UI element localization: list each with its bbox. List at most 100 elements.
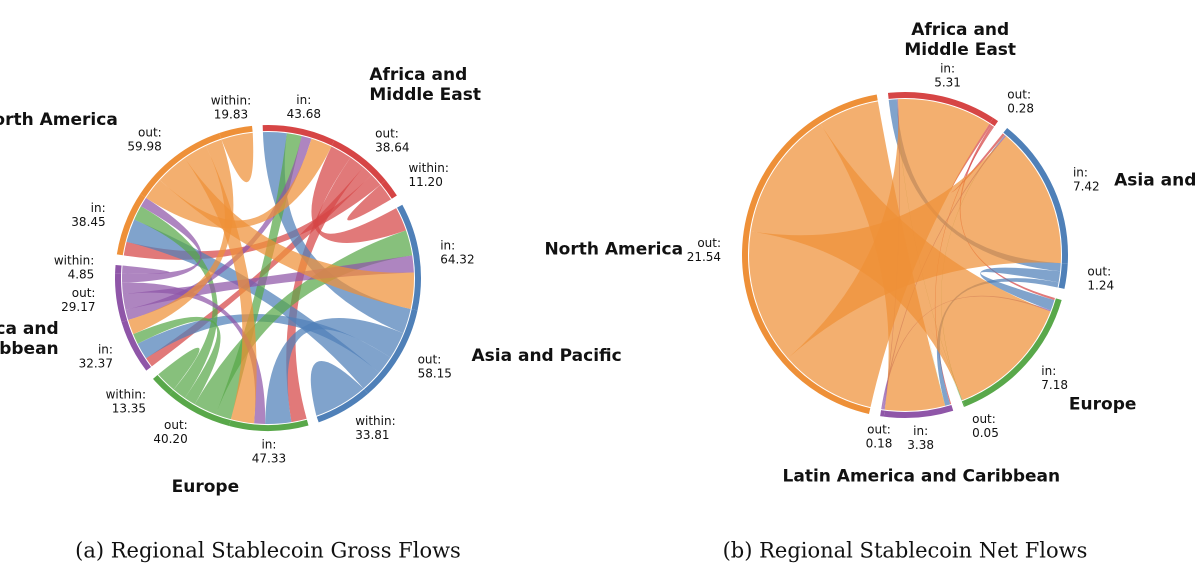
ribbon: [134, 206, 218, 398]
caption: (a) Regional Stablecoin Gross Flows: [75, 539, 461, 563]
segment-value: 33.81: [355, 428, 389, 442]
segment-label: in:: [440, 239, 455, 253]
arc-segment: [1003, 127, 1068, 264]
arc-segment: [219, 125, 253, 139]
region-name: Middle East: [904, 40, 1016, 60]
arc-segment: [883, 404, 954, 418]
arc-segment: [962, 298, 1062, 407]
segment-label: out:: [375, 126, 399, 140]
segment-value: 43.68: [287, 107, 321, 121]
segment-value: 40.20: [153, 432, 187, 446]
arc-segment: [364, 309, 418, 394]
region-name: Africa and: [369, 65, 467, 85]
ribbon: [126, 219, 380, 389]
ribbon: [310, 361, 364, 416]
region-name: Europe: [172, 477, 239, 497]
segment-value: 0.05: [972, 426, 999, 440]
segment-label: within:: [355, 414, 395, 428]
segment-label: out:: [72, 286, 96, 300]
arc-segment: [316, 389, 369, 423]
region-name: Asia and Pacific: [471, 346, 621, 366]
segment-value: 7.42: [1073, 179, 1100, 193]
ribbon: [137, 313, 391, 373]
ribbon: [133, 316, 221, 405]
ribbons: [121, 132, 414, 424]
arc-segment: [880, 410, 885, 417]
region-name: North America: [0, 110, 118, 130]
segment-label: within:: [106, 388, 146, 402]
ribbon: [122, 265, 170, 274]
segment-value: 59.98: [127, 140, 161, 154]
region-name: Latin America and: [0, 319, 59, 339]
segment-label: out:: [164, 418, 188, 432]
ribbon: [311, 146, 406, 244]
arc-segment: [331, 140, 386, 185]
arc-segment: [121, 320, 152, 371]
segment-label: out:: [138, 126, 162, 140]
caption: (b) Regional Stablecoin Net Flows: [723, 539, 1088, 563]
segment-label: out:: [972, 412, 996, 426]
ribbon: [146, 167, 372, 367]
ribbon: [820, 101, 946, 412]
segment-value: 38.45: [71, 215, 105, 229]
region-name: Middle East: [369, 85, 481, 105]
segment-value: 0.28: [1007, 102, 1034, 116]
ribbon: [265, 318, 404, 424]
region-name: Asia and Pacific: [1114, 171, 1200, 191]
arc-segment: [115, 273, 128, 323]
segment-label: within:: [211, 93, 251, 107]
ribbon: [121, 197, 202, 283]
arc-segment: [262, 125, 335, 146]
ribbon: [128, 139, 234, 335]
ribbon: [184, 145, 257, 424]
segment-label: in:: [940, 61, 955, 75]
segment-value: 5.31: [934, 75, 961, 89]
segment-value: 38.64: [375, 140, 409, 154]
segment-value: 58.15: [418, 366, 452, 380]
region-name: Africa and: [911, 20, 1009, 40]
arc-segment: [989, 117, 999, 127]
segment-label: in:: [1041, 364, 1056, 378]
arc-segment: [153, 374, 174, 395]
segment-value: 32.37: [79, 356, 113, 370]
arc-segment: [1058, 263, 1068, 289]
ribbon: [158, 347, 200, 390]
segment-label: out:: [697, 236, 721, 250]
segment-value: 47.33: [252, 451, 286, 465]
ribbon: [123, 174, 381, 260]
region-name: North America: [544, 240, 683, 260]
segment-value: 64.32: [440, 253, 474, 267]
ribbons: [749, 99, 1061, 412]
segment-value: 4.85: [68, 267, 95, 281]
arc-segment: [229, 419, 309, 431]
segment-label: within:: [408, 161, 448, 175]
ribbon: [159, 158, 414, 309]
segment-value: 7.18: [1041, 378, 1068, 392]
segment-label: in:: [91, 201, 106, 215]
segment-value: 0.18: [866, 437, 893, 451]
segment-value: 29.17: [61, 300, 95, 314]
segment-label: in:: [913, 424, 928, 438]
ribbon: [194, 230, 413, 415]
segment-label: within:: [54, 253, 94, 267]
arc-segment: [397, 204, 421, 311]
segment-label: out:: [1007, 88, 1031, 102]
arc-segment: [887, 92, 994, 123]
segment-value: 11.20: [408, 175, 442, 189]
segment-value: 13.35: [112, 402, 146, 416]
segment-value: 21.54: [687, 250, 721, 264]
arc-segment: [169, 390, 231, 426]
ribbon: [122, 282, 266, 424]
segment-label: out:: [867, 423, 891, 437]
segment-label: in:: [1073, 165, 1088, 179]
segment-label: out:: [1087, 264, 1111, 278]
segment-value: 3.38: [907, 438, 934, 452]
segment-value: 19.83: [214, 107, 248, 121]
segment-label: in:: [98, 342, 113, 356]
arc-segment: [742, 94, 878, 414]
arc-segment: [381, 180, 397, 199]
ribbon: [347, 184, 391, 221]
region-name: Latin America and Caribbean: [783, 466, 1061, 486]
ribbon: [980, 267, 1061, 311]
